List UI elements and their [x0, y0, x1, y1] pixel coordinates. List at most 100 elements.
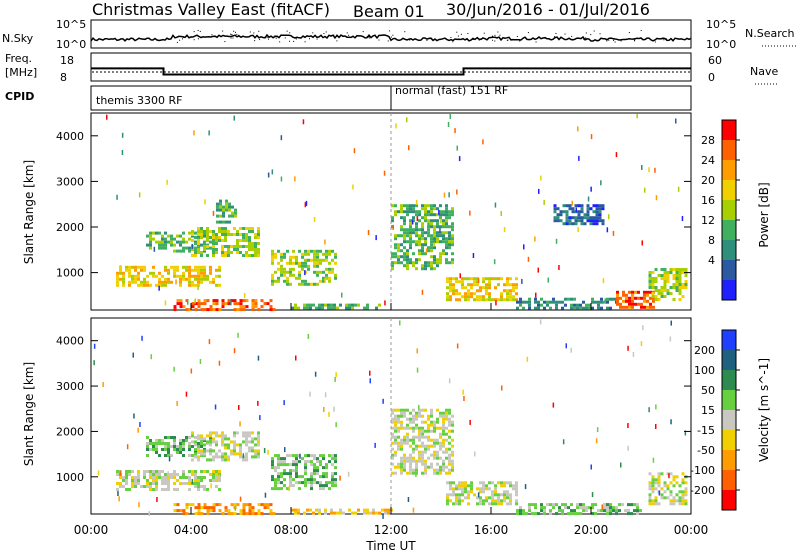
- power-cell: [427, 210, 430, 214]
- velocity-cell: [439, 411, 442, 415]
- power-cell: [488, 298, 491, 302]
- power-cell: [497, 277, 500, 281]
- velocity-cell: [609, 503, 612, 507]
- power-cell: [119, 271, 122, 275]
- power-cell: [134, 268, 137, 272]
- power-cell: [224, 236, 227, 239]
- velocity-cell: [116, 473, 119, 476]
- velocity-cell: [257, 440, 260, 444]
- velocity-cell: [573, 509, 576, 513]
- velocity-cell: [331, 454, 334, 458]
- power-cell: [216, 214, 219, 218]
- power-cell: [439, 210, 442, 214]
- velocity-point: [299, 453, 301, 459]
- power-cell: [257, 308, 261, 312]
- velocity-cell: [500, 499, 503, 503]
- power-colorbar-tick-label: 8: [708, 234, 715, 247]
- velocity-cell: [445, 432, 448, 436]
- power-cell: [427, 261, 430, 265]
- velocity-cell: [334, 472, 337, 476]
- power-cell: [433, 234, 436, 238]
- power-cell: [565, 222, 569, 226]
- power-cell: [430, 255, 433, 259]
- velocity-cell: [155, 439, 158, 442]
- velocity-cell: [283, 478, 286, 482]
- velocity-cell: [482, 499, 485, 503]
- power-cell: [436, 213, 439, 217]
- power-cell: [403, 204, 406, 208]
- power-cell: [451, 210, 454, 214]
- velocity-cell: [415, 444, 418, 448]
- nsearch-point: [367, 36, 369, 38]
- power-cell: [597, 306, 600, 310]
- power-cell: [573, 306, 576, 310]
- power-cell: [286, 249, 289, 253]
- velocity-point: [314, 371, 317, 377]
- power-point: [448, 192, 450, 198]
- velocity-cell: [630, 512, 633, 516]
- power-cell: [228, 208, 231, 212]
- power-cell: [188, 268, 191, 272]
- power-cell: [409, 231, 412, 235]
- power-cell: [200, 236, 203, 239]
- power-point: [458, 156, 461, 162]
- velocity-cell: [579, 506, 582, 510]
- velocity-cell: [400, 438, 403, 442]
- velocity-cell: [179, 476, 182, 479]
- velocity-cell: [224, 452, 227, 456]
- power-cell: [473, 280, 476, 284]
- power-cell: [497, 298, 500, 302]
- power-cell: [318, 306, 321, 310]
- velocity-cell: [657, 472, 661, 476]
- power-cell: [248, 245, 251, 248]
- velocity-cell: [452, 493, 455, 497]
- velocity-cell: [415, 411, 418, 415]
- power-cell: [579, 303, 582, 307]
- power-point: [641, 240, 643, 246]
- power-cell: [574, 222, 578, 226]
- power-cell: [197, 305, 201, 309]
- nave-tick-bottom: 0: [708, 71, 715, 84]
- power-cell: [433, 213, 436, 217]
- velocity-cell: [406, 423, 409, 427]
- power-cell: [412, 207, 415, 211]
- power-cell: [430, 213, 433, 217]
- power-cell: [280, 255, 283, 259]
- power-cell: [430, 261, 433, 265]
- power-cell: [254, 305, 258, 309]
- velocity-cell: [203, 454, 206, 457]
- velocity-cell: [485, 487, 488, 491]
- velocity-cell: [185, 439, 188, 442]
- velocity-cell: [415, 426, 418, 430]
- power-cell: [283, 273, 286, 277]
- velocity-cell: [325, 466, 328, 470]
- power-cell: [251, 227, 254, 230]
- velocity-cell: [322, 457, 325, 461]
- power-cell: [394, 255, 397, 259]
- velocity-cell: [451, 462, 454, 466]
- nsearch-point: [254, 40, 256, 42]
- power-cell: [188, 280, 191, 284]
- power-cell: [306, 303, 309, 307]
- power-cell: [488, 295, 491, 299]
- nsearch-point: [368, 37, 370, 39]
- velocity-cell: [439, 468, 442, 472]
- power-cell: [283, 252, 286, 256]
- velocity-point: [632, 351, 635, 357]
- velocity-cell: [212, 458, 215, 462]
- power-cell: [327, 306, 330, 310]
- power-cell: [218, 308, 222, 312]
- power-cell: [577, 216, 581, 220]
- power-cell: [406, 264, 409, 268]
- velocity-cell: [251, 440, 254, 444]
- power-cell: [182, 305, 186, 309]
- velocity-cell: [448, 423, 451, 427]
- velocity-cell: [152, 482, 155, 485]
- velocity-cell: [330, 511, 333, 515]
- power-cell: [239, 227, 242, 230]
- power-cell: [586, 219, 590, 223]
- power-cell: [609, 306, 612, 310]
- power-cell: [167, 271, 170, 275]
- velocity-cell: [403, 462, 406, 466]
